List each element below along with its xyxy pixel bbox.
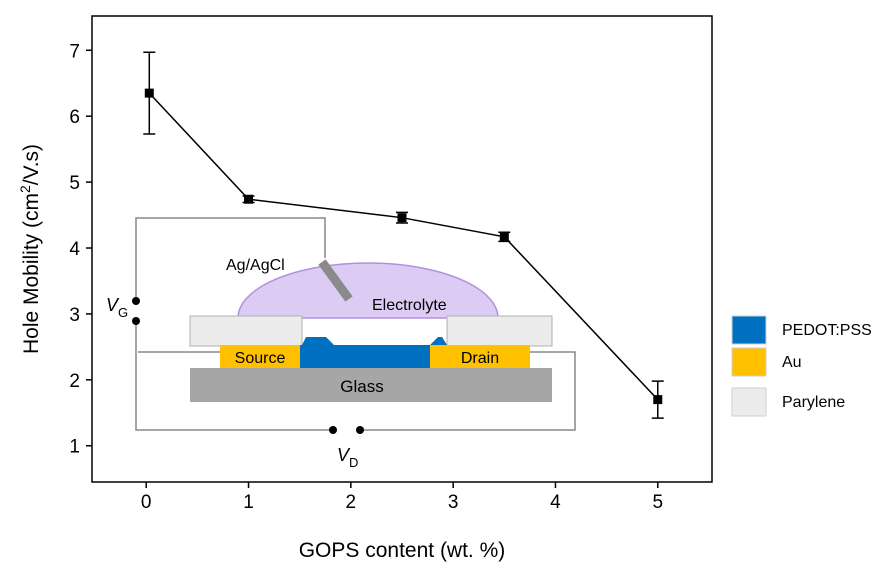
ag-agcl-electrode	[318, 259, 353, 302]
x-tick-label: 3	[448, 492, 459, 513]
legend-label: PEDOT:PSS	[782, 322, 872, 339]
data-point	[244, 194, 254, 204]
circuit-wire	[135, 217, 576, 431]
glass-label: Glass	[340, 377, 383, 396]
x-axis-label: GOPS content (wt. %)	[299, 539, 506, 562]
vg-sub: G	[118, 305, 128, 320]
data-point	[397, 213, 407, 223]
vd-label: VD	[337, 445, 358, 470]
glass-substrate	[190, 368, 552, 402]
x-tick-label: 5	[652, 492, 663, 513]
data-point	[499, 232, 509, 242]
y-tick-label: 2	[69, 371, 80, 392]
y-tick-label: 4	[69, 239, 80, 260]
legend-label: Au	[782, 354, 802, 371]
vd-sub: D	[349, 455, 358, 470]
y-tick-label: 6	[69, 107, 80, 128]
source-electrode	[220, 345, 300, 368]
vg-main: V	[106, 295, 120, 315]
terminal-dot	[329, 426, 337, 434]
data-point	[653, 395, 663, 405]
plot-frame	[91, 15, 713, 483]
x-tick-label: 2	[346, 492, 357, 513]
data-point	[144, 88, 154, 98]
y-tick-label: 5	[69, 173, 80, 194]
legend-label: Parylene	[782, 394, 845, 411]
y-tick-label: 7	[69, 41, 80, 62]
y-tick-label: 3	[69, 305, 80, 326]
drain-electrode	[430, 345, 530, 368]
source-label: Source	[235, 350, 286, 367]
parylene-right	[446, 315, 553, 347]
x-tick-label: 1	[243, 492, 254, 513]
vg-label: VG	[106, 295, 128, 320]
legend-swatch	[731, 315, 767, 345]
terminal-dot	[132, 297, 140, 305]
vd-main: V	[337, 445, 351, 465]
pedot-channel	[292, 337, 447, 368]
y-label-end: /V.s)	[20, 144, 43, 185]
x-tick-label: 4	[550, 492, 561, 513]
drain-label: Drain	[461, 350, 499, 367]
y-label-main: Hole Mobility (cm	[20, 193, 43, 354]
terminal-dot	[132, 317, 140, 325]
electrolyte-label: Electrolyte	[372, 297, 447, 314]
parylene-left	[189, 315, 303, 347]
terminal-dot	[356, 426, 364, 434]
y-tick-label: 1	[69, 437, 80, 458]
y-axis-label: Hole Mobility (cm2/V.s)	[17, 144, 43, 354]
legend-swatch	[731, 347, 767, 377]
electrolyte-drop	[237, 262, 499, 319]
inset-diagram: Ag/AgCl Electrolyte Source Drain Glass V…	[106, 217, 576, 470]
x-tick-label: 0	[141, 492, 152, 513]
ag-agcl-label: Ag/AgCl	[226, 257, 285, 274]
legend-swatch	[731, 387, 767, 417]
y-label-sup: 2	[17, 185, 33, 193]
